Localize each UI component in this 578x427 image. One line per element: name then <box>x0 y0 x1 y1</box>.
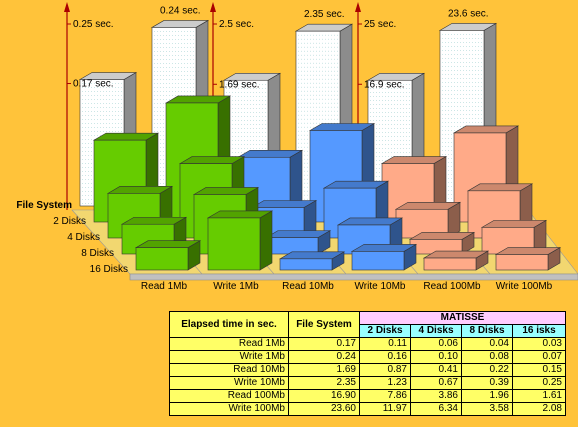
table-cell: 11.97 <box>359 402 411 416</box>
table-cell: 0.39 <box>461 376 513 390</box>
table-cell: 0.22 <box>461 363 513 377</box>
table-cell: 0.10 <box>410 350 462 364</box>
depth-axis-label: 4 Disks <box>67 232 100 243</box>
table-row-label: Write 10Mb <box>169 376 289 390</box>
table-row: Write 100Mb 23.60 11.97 6.34 3.58 2.08 <box>169 402 566 416</box>
table-row-label: Read 100Mb <box>169 389 289 403</box>
axis-tick-label: 2.5 sec. <box>219 19 254 30</box>
bar-front-face <box>495 254 549 271</box>
table-subheader: 2 Disks <box>359 324 411 338</box>
bar-16-disks-3 <box>350 243 418 271</box>
table-row: Read 100Mb 16.90 7.86 3.86 1.96 1.61 <box>169 389 566 403</box>
table-cell-filesystem: 23.60 <box>288 402 360 416</box>
table-header-matisse: MATISSE <box>359 311 566 325</box>
table-cell: 0.67 <box>410 376 462 390</box>
results-table-wrapper: Elapsed time in sec. File System MATISSE… <box>169 311 566 416</box>
table-cell-filesystem: 0.24 <box>288 350 360 364</box>
bar-16-disks-2 <box>278 251 346 271</box>
bar-16-disks-5 <box>494 247 562 271</box>
bar-side-face <box>259 210 273 271</box>
category-label: Write 1Mb <box>213 281 259 292</box>
table-cell: 1.61 <box>512 389 566 403</box>
bar-16-disks-1 <box>206 210 274 271</box>
table-cell-filesystem: 16.90 <box>288 389 360 403</box>
table-cell: 1.96 <box>461 389 513 403</box>
category-label: Read 1Mb <box>141 281 188 292</box>
table-row: Read 10Mb 1.69 0.87 0.41 0.22 0.15 <box>169 363 566 377</box>
bar-front-face <box>423 257 477 271</box>
table-cell: 7.86 <box>359 389 411 403</box>
depth-axis-label: 8 Disks <box>81 248 114 259</box>
category-label: Read 100Mb <box>423 281 481 292</box>
table-header-elapsed: Elapsed time in sec. <box>169 311 289 338</box>
table-cell: 0.87 <box>359 363 411 377</box>
axis-tick-label: 25 sec. <box>364 19 396 30</box>
table-row: Write 10Mb 2.35 1.23 0.67 0.39 0.25 <box>169 376 566 390</box>
bar-front-face <box>135 247 189 271</box>
table-cell: 0.25 <box>512 376 566 390</box>
bar-front-face <box>351 251 405 271</box>
axis-tick-label: 0.25 sec. <box>73 19 114 30</box>
table-cell-filesystem: 2.35 <box>288 376 360 390</box>
table-cell: 1.23 <box>359 376 411 390</box>
table-body: Read 1Mb 0.17 0.11 0.06 0.04 0.03 Write 1Mb 0.2… <box>169 337 566 416</box>
table-cell: 6.34 <box>410 402 462 416</box>
table-cell: 0.03 <box>512 337 566 351</box>
axis-arrow-icon <box>210 2 216 12</box>
table-cell: 3.58 <box>461 402 513 416</box>
axis-arrow-icon <box>64 2 70 12</box>
depth-axis-label: File System <box>16 200 72 211</box>
bar-16-disks-4 <box>422 250 490 271</box>
table-row-label: Write 100Mb <box>169 402 289 416</box>
chart-bars <box>78 19 562 271</box>
category-label: Write 10Mb <box>355 281 406 292</box>
table-subheader-row: 2 Disks 4 Disks 8 Disks 16 isks <box>170 324 566 338</box>
bar-value-annotation: 2.35 sec. <box>304 9 345 20</box>
table-cell: 0.41 <box>410 363 462 377</box>
table-subheader: 16 isks <box>512 324 566 338</box>
table-row-label: Read 1Mb <box>169 337 289 351</box>
table-subheader: 8 Disks <box>461 324 513 338</box>
chart-labels: 0.25 sec. 0.17 sec. 2.5 sec. 1.69 sec. 25 se… <box>16 5 552 292</box>
table-row: Write 1Mb 0.24 0.16 0.10 0.08 0.07 <box>169 350 566 364</box>
axis-tick-label: 1.69 sec. <box>219 79 260 90</box>
table-cell: 0.15 <box>512 363 566 377</box>
table-cell: 0.06 <box>410 337 462 351</box>
bar-8-disks-5 <box>480 219 548 255</box>
table-header-filesystem: File System <box>288 311 360 338</box>
table-cell: 3.86 <box>410 389 462 403</box>
bar-front-face <box>279 258 333 271</box>
bar-value-annotation: 23.6 sec. <box>448 8 489 19</box>
table-cell-filesystem: 1.69 <box>288 363 360 377</box>
table-cell: 0.04 <box>461 337 513 351</box>
category-label: Read 10Mb <box>282 281 334 292</box>
depth-axis-label: 2 Disks <box>53 216 86 227</box>
table-cell: 2.08 <box>512 402 566 416</box>
table-cell-filesystem: 0.17 <box>288 337 360 351</box>
chart-floor-edge <box>129 273 578 281</box>
bar-front-face <box>207 217 261 271</box>
category-label: Write 100Mb <box>496 281 553 292</box>
table-row: Read 1Mb 0.17 0.11 0.06 0.04 0.03 <box>169 337 566 351</box>
table-cell: 0.08 <box>461 350 513 364</box>
axis-tick-label: 0.17 sec. <box>73 79 114 90</box>
table-subheader: 4 Disks <box>410 324 462 338</box>
table-cell: 0.16 <box>359 350 411 364</box>
bar-value-annotation: 0.24 sec. <box>160 5 201 16</box>
axis-tick-label: 16.9 sec. <box>364 79 405 90</box>
table-row-label: Write 1Mb <box>169 350 289 364</box>
table-row-label: Read 10Mb <box>169 363 289 377</box>
bar-8-disks-2 <box>264 230 332 255</box>
axis-arrow-icon <box>355 2 361 12</box>
table-cell: 0.07 <box>512 350 566 364</box>
depth-axis-label: 16 Disks <box>90 264 128 275</box>
results-table: Elapsed time in sec. File System MATISSE… <box>169 311 566 416</box>
table-cell: 0.11 <box>359 337 411 351</box>
bar-16-disks-0 <box>134 240 202 271</box>
bar-chart-3d: 0.25 sec. 0.17 sec. 2.5 sec. 1.69 sec. 25 se… <box>16 2 578 292</box>
bar-8-disks-4 <box>408 231 476 255</box>
